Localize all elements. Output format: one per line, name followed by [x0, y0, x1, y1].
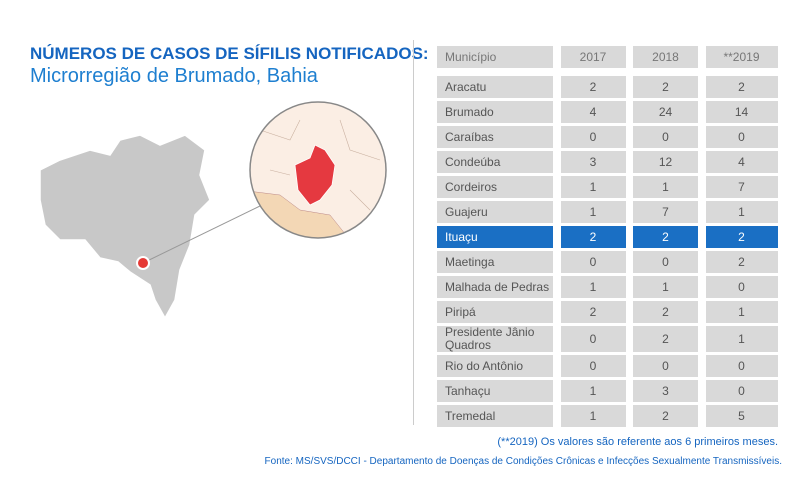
location-dot — [136, 256, 150, 270]
case-count: 1 — [633, 276, 698, 298]
municipality: Condeúba — [437, 151, 553, 173]
municipality: Tremedal — [437, 405, 553, 427]
connector — [142, 204, 263, 264]
table-row: Tremedal 1 2 5 — [437, 405, 778, 427]
table-row: Cordeiros 1 1 7 — [437, 176, 778, 198]
case-count: 1 — [560, 276, 626, 298]
case-count: 0 — [560, 355, 626, 377]
case-count: 0 — [633, 355, 698, 377]
case-count: 0 — [633, 126, 698, 148]
case-count: 7 — [705, 176, 778, 198]
case-count: 2 — [633, 301, 698, 323]
case-count: 1 — [705, 201, 778, 223]
header-cell: Município — [437, 46, 553, 68]
municipality: Tanhaçu — [437, 380, 553, 402]
case-count: 1 — [705, 301, 778, 323]
case-count: 4 — [705, 151, 778, 173]
case-count: 1 — [560, 201, 626, 223]
table-row: Brumado 4 24 14 — [437, 101, 778, 123]
table-row: Piripá 2 2 1 — [437, 301, 778, 323]
municipality: Malhada de Pedras — [437, 276, 553, 298]
subtitle: Microrregião de Brumado, Bahia — [30, 65, 318, 87]
table-row: Aracatu 2 2 2 — [437, 76, 778, 98]
case-count: 0 — [633, 251, 698, 273]
municipality: Aracatu — [437, 76, 553, 98]
header-cell: 2018 — [633, 46, 698, 68]
table-row: Presidente Jânio Quadros 0 2 1 — [437, 326, 778, 352]
zoom — [250, 102, 386, 238]
municipality: Maetinga — [437, 251, 553, 273]
case-count: 2 — [633, 76, 698, 98]
municipality: Brumado — [437, 101, 553, 123]
title: NÚMEROS DE CASOS DE SÍFILIS NOTIFICADOS: — [30, 44, 429, 63]
case-count: 2 — [633, 326, 698, 352]
table-row: Rio do Antônio 0 0 0 — [437, 355, 778, 377]
map — [39, 101, 387, 320]
case-count: 0 — [705, 380, 778, 402]
case-count: 1 — [633, 176, 698, 198]
table-row: Ituaçu 2 2 2 — [437, 226, 778, 248]
table-row: Caraíbas 0 0 0 — [437, 126, 778, 148]
table-row: Maetinga 0 0 2 — [437, 251, 778, 273]
case-count: 24 — [633, 101, 698, 123]
case-count: 2 — [705, 226, 778, 248]
case-count: 0 — [560, 126, 626, 148]
header-row: Município 2017 2018 **2019 — [437, 46, 778, 68]
divider — [413, 40, 414, 425]
municipality: Ituaçu — [437, 226, 553, 248]
case-count: 4 — [560, 101, 626, 123]
case-count: 1 — [560, 380, 626, 402]
case-count: 1 — [560, 405, 626, 427]
municipality: Guajeru — [437, 201, 553, 223]
municipality: Cordeiros — [437, 176, 553, 198]
case-count: 2 — [633, 226, 698, 248]
table-row: Tanhaçu 1 3 0 — [437, 380, 778, 402]
footnote: (**2019) Os valores são referente aos 6 … — [497, 436, 778, 448]
case-count: 3 — [633, 380, 698, 402]
case-count: 0 — [560, 251, 626, 273]
table-row: Condeúba 3 12 4 — [437, 151, 778, 173]
case-count: 2 — [705, 251, 778, 273]
zoom-border — [249, 101, 387, 239]
table: Município 2017 2018 **2019 Aracatu 2 2 2 Brumado… — [437, 46, 778, 430]
case-count: 7 — [633, 201, 698, 223]
header-cell: **2019 — [705, 46, 778, 68]
case-count: 1 — [705, 326, 778, 352]
municipality: Presidente Jânio Quadros — [437, 326, 553, 352]
case-count: 2 — [560, 76, 626, 98]
case-count: 2 — [705, 76, 778, 98]
case-count: 5 — [705, 405, 778, 427]
case-count: 3 — [560, 151, 626, 173]
case-count: 2 — [560, 301, 626, 323]
municipality: Caraíbas — [437, 126, 553, 148]
case-count: 2 — [633, 405, 698, 427]
municipality: Piripá — [437, 301, 553, 323]
municipality: Rio do Antônio — [437, 355, 553, 377]
case-count: 2 — [560, 226, 626, 248]
case-count: 12 — [633, 151, 698, 173]
case-count: 1 — [560, 176, 626, 198]
header-cell: 2017 — [560, 46, 626, 68]
bahia-map — [39, 134, 211, 320]
case-count: 0 — [705, 276, 778, 298]
table-row: Malhada de Pedras 1 1 0 — [437, 276, 778, 298]
case-count: 0 — [560, 326, 626, 352]
source: Fonte: MS/SVS/DCCI - Departamento de Doe… — [264, 456, 782, 467]
case-count: 14 — [705, 101, 778, 123]
table-row: Guajeru 1 7 1 — [437, 201, 778, 223]
case-count: 0 — [705, 126, 778, 148]
case-count: 0 — [705, 355, 778, 377]
